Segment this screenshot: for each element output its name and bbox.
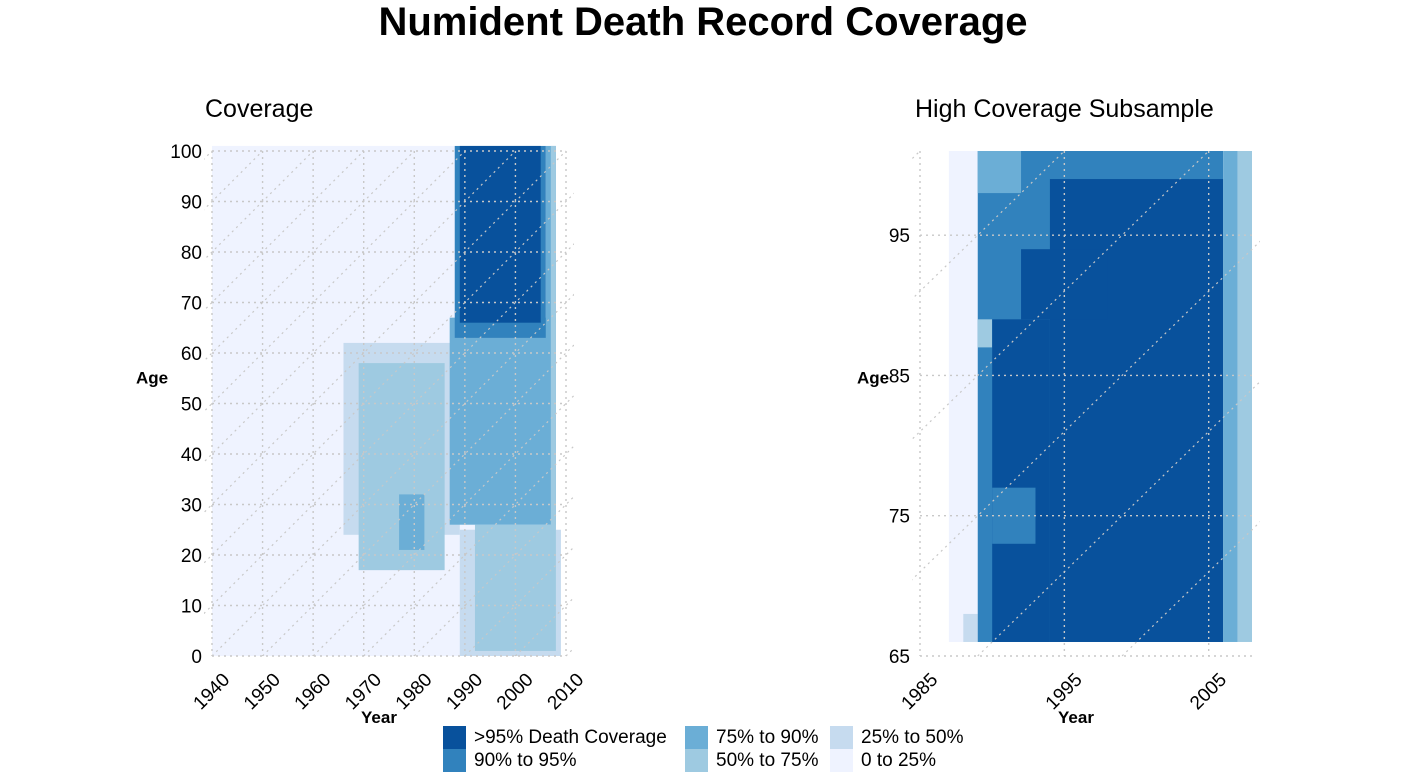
x-axis-label-0: Year [361, 708, 397, 727]
x-tick-label-0-5: 1990 [442, 669, 487, 714]
cohort-line-0-1890 [204, 150, 466, 413]
cohort-line-0-1900 [204, 150, 516, 463]
y-tick-label-0-5: 50 [181, 395, 202, 416]
y-axis-label-0: Age [136, 369, 168, 388]
cohort-line-0-2000 [515, 596, 574, 657]
heat-cell-region-0-6 [449, 317, 556, 525]
y-tick-label-0-10: 100 [170, 142, 202, 163]
y-tick-label-0-1: 10 [181, 597, 202, 618]
cohort-line-1-1989 [977, 380, 1260, 657]
heat-cell-region-1-3 [977, 151, 1022, 194]
legend-label: 50% to 75% [716, 750, 819, 771]
heat-cell-region-1-4 [977, 319, 993, 348]
cohort-line-1-1999 [1121, 521, 1260, 657]
legend-item: 25% to 50% [830, 726, 963, 749]
y-tick-label-0-8: 80 [181, 243, 202, 264]
cohort-line-1-1979 [912, 240, 1260, 581]
legend-swatch [443, 749, 466, 772]
legend-item: 75% to 90% [685, 726, 818, 749]
legend-item: >95% Death Coverage [443, 726, 667, 749]
x-axis-label-1: Year [1058, 708, 1094, 727]
heat-cell-region-1-1 [963, 613, 978, 642]
legend-swatch [685, 726, 708, 749]
legend-item: 90% to 95% [443, 749, 576, 772]
legend-swatch [830, 749, 853, 772]
y-tick-label-1-0: 65 [889, 647, 910, 668]
legend-label: 90% to 95% [474, 750, 577, 771]
y-axis-label-1: Age [857, 369, 889, 388]
y-tick-label-0-6: 60 [181, 344, 202, 365]
y-tick-label-0-7: 70 [181, 294, 202, 315]
x-tick-label-1-0: 1985 [898, 669, 943, 714]
y-tick-label-0-9: 90 [181, 193, 202, 214]
main-title: Numident Death Record Coverage [378, 0, 1028, 44]
cohort-line-0-1920 [204, 192, 574, 564]
cohort-line-0-1870 [204, 150, 365, 312]
y-tick-label-0-0: 0 [191, 647, 202, 668]
legend-label: 75% to 90% [716, 727, 819, 748]
heat-cell-region-0-9 [550, 145, 556, 530]
panel-title-1: High Coverage Subsample [915, 95, 1214, 123]
x-tick-label-0-1: 1950 [240, 669, 285, 714]
x-tick-label-0-0: 1940 [190, 669, 235, 714]
heat-cell-region-0-5 [399, 494, 425, 550]
legend-item: 50% to 75% [685, 749, 818, 772]
y-tick-label-0-4: 40 [181, 445, 202, 466]
x-tick-label-0-2: 1960 [291, 669, 336, 714]
heat-cell-region-1-0 [948, 151, 978, 642]
cohort-line-0-1910 [204, 150, 567, 514]
legend-swatch [830, 726, 853, 749]
y-tick-label-1-3: 95 [889, 226, 910, 247]
legend-swatch [443, 726, 466, 749]
y-tick-label-0-2: 20 [181, 546, 202, 567]
cohort-line-0-1860 [204, 150, 314, 261]
y-tick-label-0-3: 30 [181, 496, 202, 517]
heat-cell-region-1-9 [1223, 151, 1238, 642]
legend-item: 0 to 25% [830, 749, 936, 772]
heat-cell-region-1-5 [1049, 179, 1224, 642]
legend-label: 25% to 50% [861, 727, 964, 748]
x-tick-label-0-6: 2000 [493, 669, 538, 714]
legend-label: >95% Death Coverage [474, 727, 667, 748]
panel-title-0: Coverage [205, 95, 313, 123]
x-tick-label-0-7: 2010 [544, 669, 589, 714]
heat-cell-region-1-6 [992, 319, 1050, 642]
x-tick-label-1-2: 2005 [1186, 669, 1231, 714]
y-tick-label-1-1: 75 [889, 507, 910, 528]
y-tick-label-1-2: 85 [889, 366, 910, 387]
legend-label: 0 to 25% [861, 750, 936, 771]
cohort-line-0-1820 [0, 151, 111, 656]
cohort-line-0-1880 [204, 150, 415, 362]
x-tick-label-0-4: 1980 [392, 669, 437, 714]
cohort-line-0-1830 [0, 151, 161, 656]
heat-cell-region-0-10 [459, 145, 541, 323]
legend-swatch [685, 749, 708, 772]
